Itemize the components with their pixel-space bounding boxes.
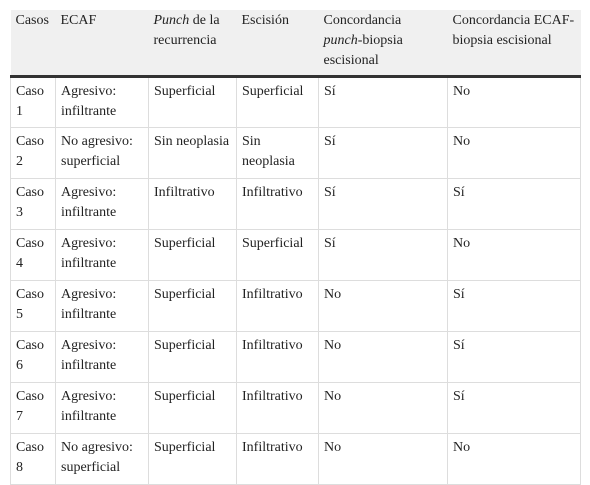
table-cell: Caso 5 bbox=[10, 280, 56, 332]
header-text: punch bbox=[323, 33, 358, 48]
table-cell: No bbox=[318, 382, 448, 434]
header-cell: ECAF bbox=[55, 10, 149, 78]
table-cell: Caso 7 bbox=[10, 382, 56, 434]
table-cell: Sí bbox=[447, 178, 581, 230]
table-cell: No bbox=[447, 433, 581, 485]
table-cell: No bbox=[318, 280, 448, 332]
table-cell: Superficial bbox=[148, 382, 237, 434]
table-cell: No agresivo: superficial bbox=[55, 127, 149, 179]
table-cell: Superficial bbox=[236, 76, 319, 128]
table-cell: Agresivo: infiltrante bbox=[55, 178, 149, 230]
header-text: Concordancia bbox=[323, 13, 402, 28]
table-cell: Caso 4 bbox=[10, 229, 56, 281]
table-row: Caso 1 Agresivo: infiltrante Superficial Su… bbox=[10, 76, 581, 128]
table-row: Caso 2 No agresivo: superficial Sin neopla… bbox=[10, 127, 581, 179]
header-cell: Concordancia ECAF-biopsia escisional bbox=[447, 10, 581, 78]
table-head: Casos ECAF Punch de la recurrencia Escisión… bbox=[10, 10, 581, 78]
table-cell: Sí bbox=[318, 127, 448, 179]
table-cell: Sí bbox=[447, 331, 581, 383]
table-cell: Agresivo: infiltrante bbox=[55, 331, 149, 383]
table-cell: No bbox=[447, 76, 581, 128]
table-cell: Caso 8 bbox=[10, 433, 56, 485]
table-cell: Sí bbox=[318, 76, 448, 128]
table-cell: Infiltrativo bbox=[148, 178, 237, 230]
table-row: Caso 3 Agresivo: infiltrante Infiltrativo I… bbox=[10, 178, 581, 230]
table-cell: No bbox=[318, 433, 448, 485]
table-cell: Superficial bbox=[148, 433, 237, 485]
table-cell: Infiltrativo bbox=[236, 382, 319, 434]
table-row: Caso 5 Agresivo: infiltrante Superficial In… bbox=[10, 280, 581, 332]
header-text: -biopsia escisional bbox=[323, 33, 403, 68]
table-cell: Sí bbox=[447, 382, 581, 434]
table-cell: Caso 2 bbox=[10, 127, 56, 179]
table-cell: Superficial bbox=[148, 331, 237, 383]
header-cell: Casos bbox=[10, 10, 56, 78]
table-cell: Sin neoplasia bbox=[148, 127, 237, 179]
table-cell: Sí bbox=[318, 178, 448, 230]
table-cell: Agresivo: infiltrante bbox=[55, 280, 149, 332]
table-cell: Infiltrativo bbox=[236, 433, 319, 485]
table-row: Caso 4 Agresivo: infiltrante Superficial Su… bbox=[10, 229, 581, 281]
table-cell: Sin neoplasia bbox=[236, 127, 319, 179]
table-cell: Agresivo: infiltrante bbox=[55, 382, 149, 434]
table-cell: Caso 1 bbox=[10, 76, 56, 128]
table-cell: Sí bbox=[447, 280, 581, 332]
header-cell: Punch de la recurrencia bbox=[148, 10, 237, 78]
table-row: Caso 7 Agresivo: infiltrante Superficial In… bbox=[10, 382, 581, 434]
header-cell: Escisión bbox=[236, 10, 319, 78]
table-cell: No bbox=[447, 127, 581, 179]
table-cell: No bbox=[318, 331, 448, 383]
table-cell: Superficial bbox=[236, 229, 319, 281]
table-cell: Superficial bbox=[148, 280, 237, 332]
table-cell: Infiltrativo bbox=[236, 331, 319, 383]
table-cell: Caso 6 bbox=[10, 331, 56, 383]
table-cell: Superficial bbox=[148, 229, 237, 281]
table-row: Caso 6 Agresivo: infiltrante Superficial In… bbox=[10, 331, 581, 383]
table-cell: Infiltrativo bbox=[236, 280, 319, 332]
header-cell: Concordancia punch-biopsia escisional bbox=[318, 10, 448, 78]
table-cell: No agresivo: superficial bbox=[55, 433, 149, 485]
table-cell: Sí bbox=[318, 229, 448, 281]
table-cell: Caso 3 bbox=[10, 178, 56, 230]
header-text: Punch bbox=[153, 13, 190, 28]
header-text: de la recurrencia bbox=[153, 13, 220, 48]
table-cell: Agresivo: infiltrante bbox=[55, 76, 149, 128]
table-cell: Superficial bbox=[148, 76, 237, 128]
table-cell: Agresivo: infiltrante bbox=[55, 229, 149, 281]
table: Casos ECAF Punch de la recurrencia Escisión… bbox=[10, 10, 581, 485]
header-row: Casos ECAF Punch de la recurrencia Escisión… bbox=[10, 10, 581, 78]
table-body: Caso 1 Agresivo: infiltrante Superficial Su… bbox=[10, 76, 581, 485]
table-row: Caso 8 No agresivo: superficial Superficia… bbox=[10, 433, 581, 485]
table-cell: Infiltrativo bbox=[236, 178, 319, 230]
table-cell: No bbox=[447, 229, 581, 281]
